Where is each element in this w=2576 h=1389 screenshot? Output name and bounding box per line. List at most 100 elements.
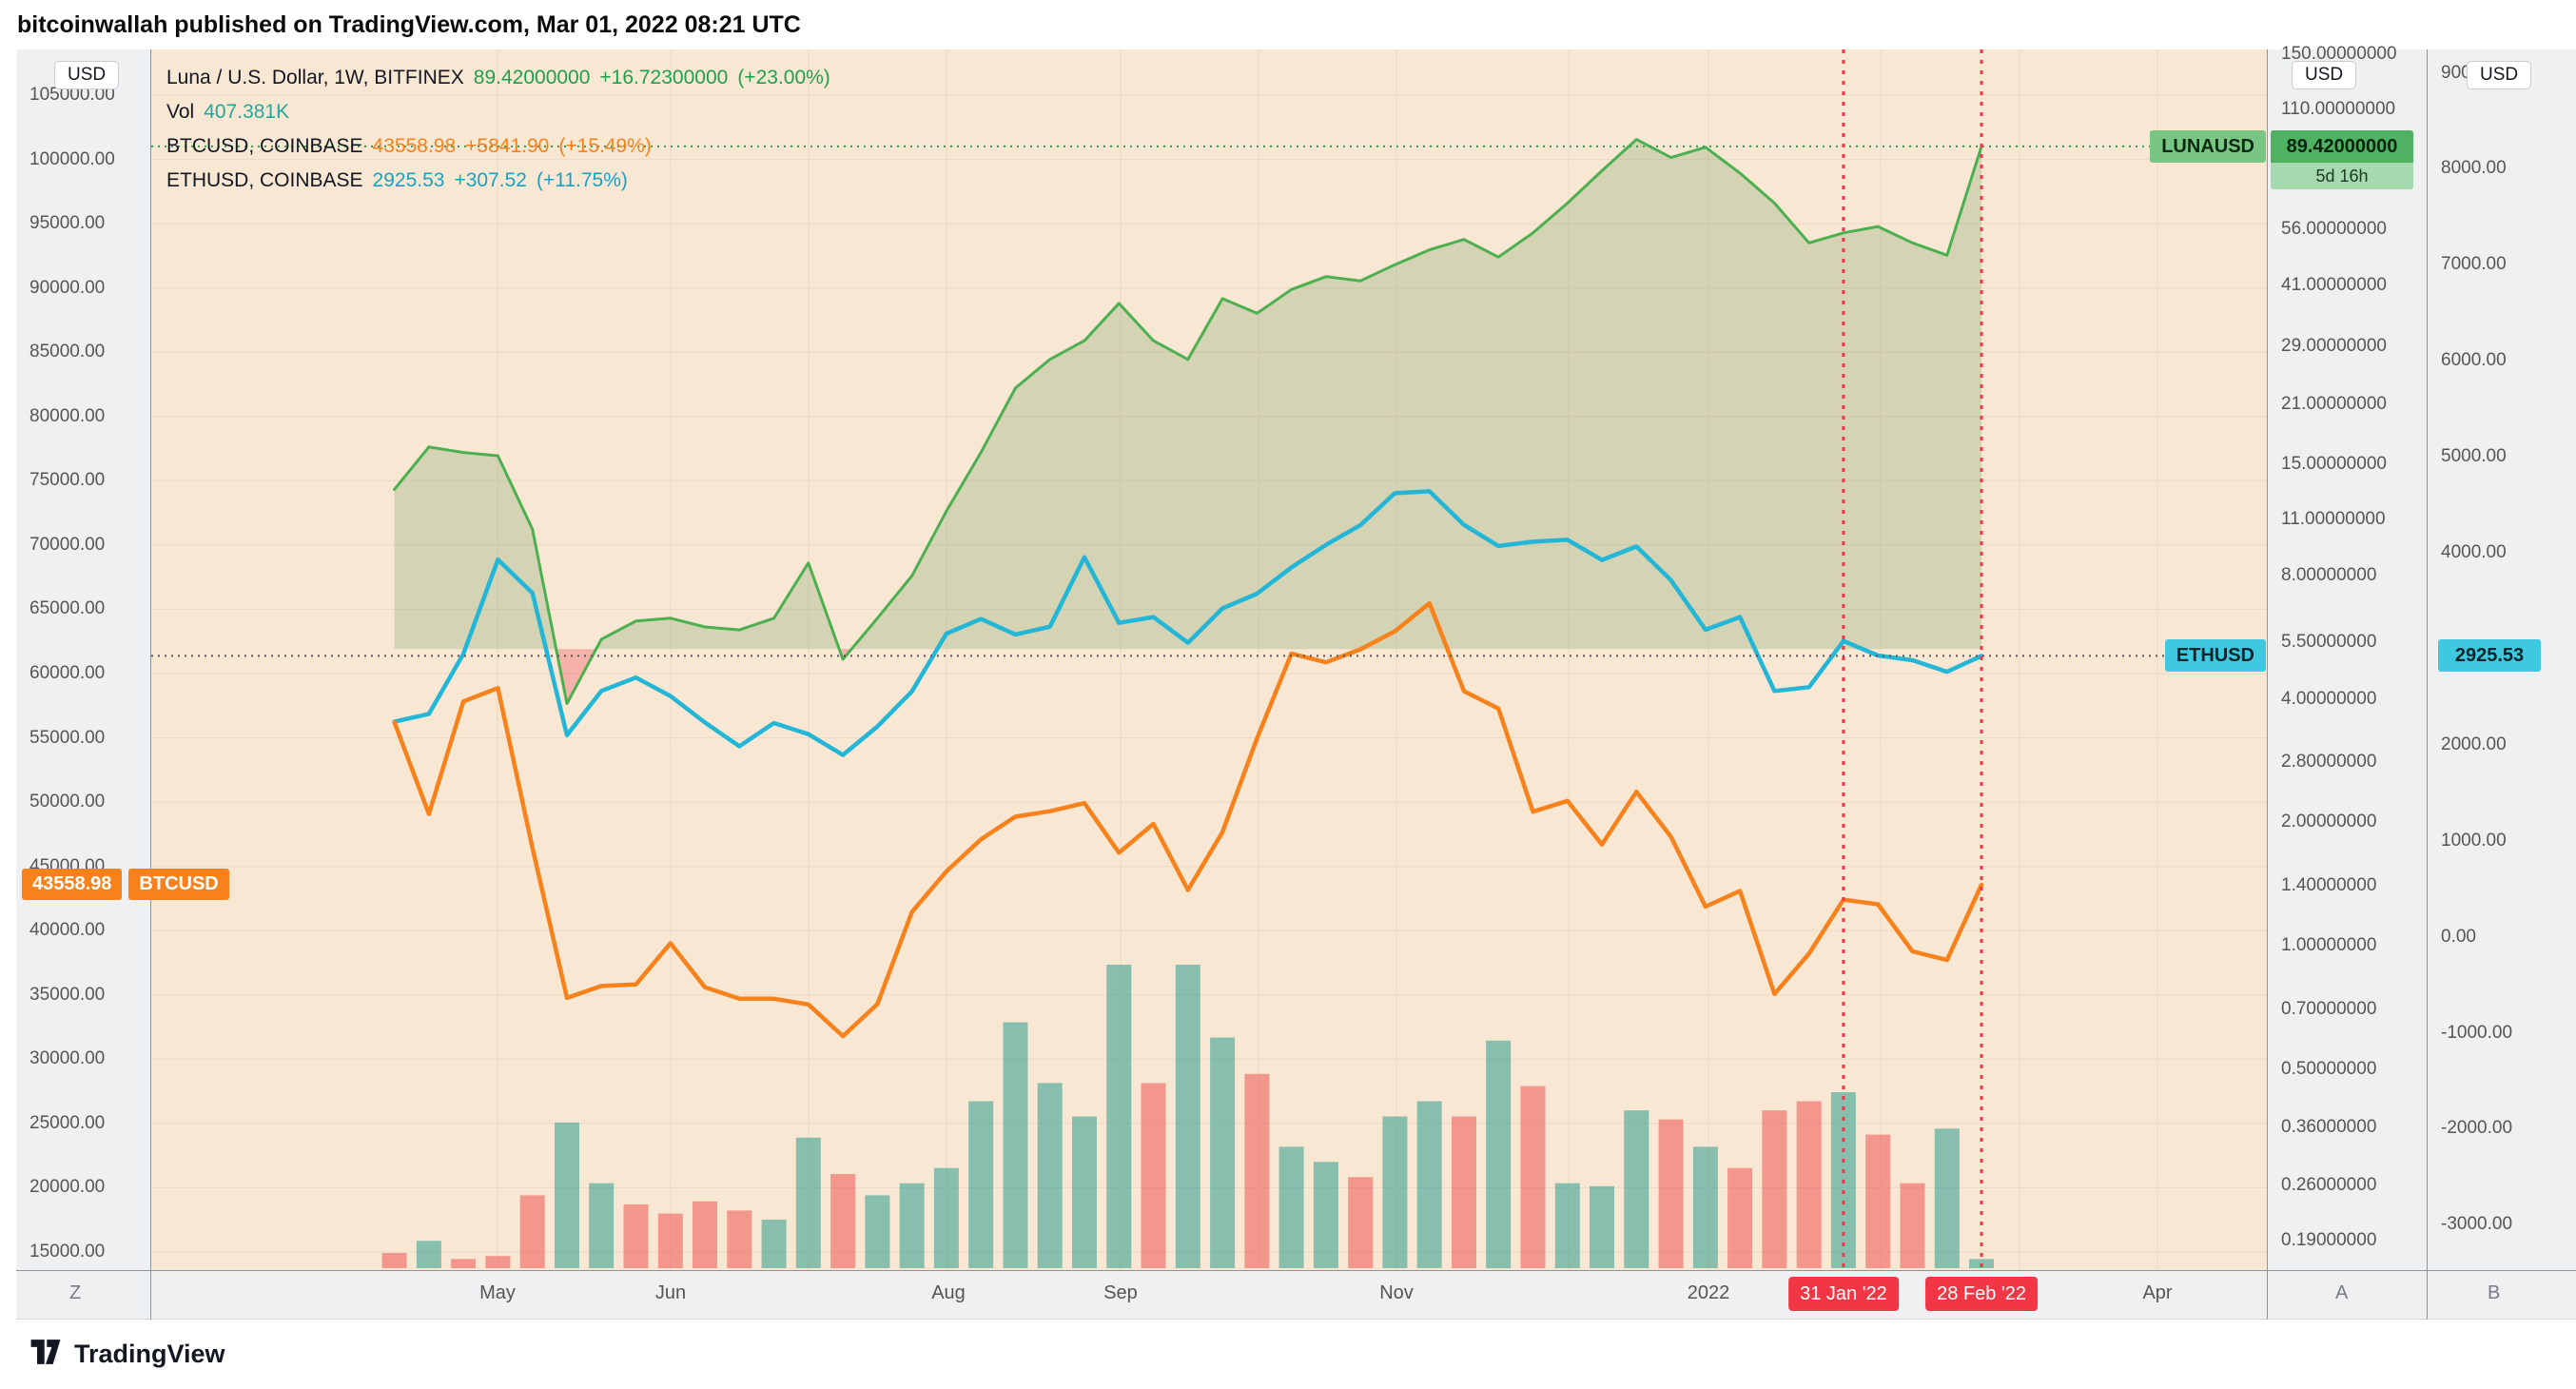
legend-btc-change: +5841.90 — [465, 135, 550, 157]
axis-tick-luna: 2.80000000 — [2281, 752, 2377, 773]
axis-tick-luna: 1.40000000 — [2281, 875, 2377, 896]
luna-symbol-badge: LUNAUSD — [2150, 130, 2266, 163]
scale-a-button[interactable]: A — [2335, 1282, 2349, 1303]
marked-date-badge: 28 Feb '22 — [1925, 1277, 2038, 1311]
axis-tick-luna: 56.00000000 — [2281, 219, 2387, 240]
legend-eth-price: 2925.53 — [372, 169, 445, 191]
axis-tick-left: 30000.00 — [29, 1048, 106, 1069]
axis-tick-eth: 7000.00 — [2441, 254, 2507, 275]
axis-tick-left: 95000.00 — [29, 213, 106, 234]
axis-tick-left: 100000.00 — [29, 148, 115, 169]
eth-axis-currency-chip[interactable]: USD — [2467, 61, 2532, 89]
legend-volume-row[interactable]: Vol 407.381K — [166, 95, 830, 129]
time-axis[interactable] — [16, 1270, 2576, 1320]
chart-container: Luna / U.S. Dollar, 1W, BITFINEX 89.4200… — [16, 44, 2576, 1320]
axis-tick-luna: 1.00000000 — [2281, 934, 2377, 955]
luna-axis-currency-chip[interactable]: USD — [2292, 61, 2357, 89]
btc-price-value: 43558.98 — [22, 869, 123, 900]
axis-separator — [2427, 49, 2428, 1320]
time-label: Sep — [1103, 1282, 1138, 1303]
axis-tick-luna: 0.26000000 — [2281, 1174, 2377, 1195]
axis-tick-luna: 5.50000000 — [2281, 632, 2377, 653]
time-label: 2022 — [1687, 1282, 1730, 1303]
luna-price-value: 89.42000000 — [2271, 130, 2413, 163]
time-label: Nov — [1379, 1282, 1414, 1303]
axis-tick-luna: 0.70000000 — [2281, 998, 2377, 1019]
legend-btc-row[interactable]: BTCUSD, COINBASE 43558.98 +5841.90 (+15.… — [166, 129, 830, 164]
axis-tick-luna: 8.00000000 — [2281, 565, 2377, 586]
axis-tick-eth: 4000.00 — [2441, 542, 2507, 562]
axis-tick-luna: 15.00000000 — [2281, 453, 2387, 474]
btc-price-badge: 43558.98 BTCUSD — [22, 869, 229, 900]
publish-title: bitcoinwallah published on TradingView.c… — [17, 10, 801, 38]
axis-tick-luna: 2.00000000 — [2281, 812, 2377, 832]
time-label: Aug — [931, 1282, 966, 1303]
axis-tick-luna: 0.50000000 — [2281, 1058, 2377, 1079]
legend-eth-change-pct: (+11.75%) — [536, 169, 628, 191]
axis-tick-left: 60000.00 — [29, 663, 106, 683]
legend-main-symbol[interactable]: Luna / U.S. Dollar, 1W, BITFINEX — [166, 67, 464, 88]
eth-symbol-badge: ETHUSD — [2164, 639, 2266, 672]
plot-area[interactable]: Luna / U.S. Dollar, 1W, BITFINEX 89.4200… — [151, 49, 2268, 1270]
tradingview-logo-icon — [29, 1337, 63, 1372]
legend-btc-price: 43558.98 — [372, 135, 457, 157]
legend-eth-change: +307.52 — [454, 169, 527, 191]
axis-tick-left: 15000.00 — [29, 1242, 106, 1262]
time-label: Jun — [654, 1282, 687, 1303]
eth-price-badge: 2925.53 — [2438, 639, 2541, 672]
axis-tick-luna: 41.00000000 — [2281, 274, 2387, 295]
axis-tick-left: 70000.00 — [29, 534, 106, 555]
axis-tick-left: 85000.00 — [29, 342, 106, 362]
axis-tick-left: 25000.00 — [29, 1112, 106, 1133]
axis-tick-left: 105000.00 — [29, 85, 115, 105]
publish-header: bitcoinwallah published on TradingView.c… — [0, 0, 2576, 49]
axis-tick-luna: 29.00000000 — [2281, 336, 2387, 357]
luna-countdown: 5d 16h — [2271, 163, 2413, 189]
axis-tick-eth: 5000.00 — [2441, 446, 2507, 467]
axis-tick-left: 90000.00 — [29, 277, 106, 298]
legend-btc-change-pct: (+15.49%) — [558, 135, 652, 157]
axis-tick-left: 35000.00 — [29, 984, 106, 1005]
axis-tick-eth: -1000.00 — [2441, 1022, 2513, 1043]
legend-eth-symbol[interactable]: ETHUSD, COINBASE — [166, 169, 363, 191]
axis-tick-left: 65000.00 — [29, 598, 106, 619]
footer: TradingView — [0, 1320, 2576, 1388]
time-label: May — [479, 1282, 516, 1303]
axis-tick-luna: 150.00000000 — [2281, 44, 2397, 65]
timezone-button[interactable]: Z — [69, 1282, 82, 1303]
axis-separator — [150, 49, 151, 1320]
axis-tick-eth: -3000.00 — [2441, 1214, 2513, 1235]
time-label: Apr — [2142, 1282, 2173, 1303]
left-axis-currency-chip[interactable]: USD — [54, 61, 120, 89]
legend-btc-symbol[interactable]: BTCUSD, COINBASE — [166, 135, 363, 157]
legend-main-price: 89.42000000 — [473, 67, 591, 88]
price-chart — [151, 49, 2268, 1270]
axis-tick-left: 20000.00 — [29, 1177, 106, 1198]
legend-main-change: +16.72300000 — [599, 67, 729, 88]
axis-tick-eth: 2000.00 — [2441, 734, 2507, 754]
right-price-axis-luna[interactable] — [2268, 49, 2428, 1270]
axis-tick-luna: 21.00000000 — [2281, 393, 2387, 414]
axis-tick-left: 80000.00 — [29, 405, 106, 426]
left-price-axis[interactable] — [16, 49, 151, 1270]
legend-main-change-pct: (+23.00%) — [737, 67, 830, 88]
axis-tick-eth: 8000.00 — [2441, 158, 2507, 179]
axis-tick-luna: 11.00000000 — [2281, 508, 2386, 529]
axis-tick-luna: 0.36000000 — [2281, 1116, 2377, 1137]
btc-symbol-chip: BTCUSD — [128, 869, 229, 900]
luna-price-badge: 89.42000000 5d 16h — [2271, 130, 2413, 189]
axis-tick-left: 40000.00 — [29, 920, 106, 941]
legend-main-row[interactable]: Luna / U.S. Dollar, 1W, BITFINEX 89.4200… — [166, 61, 830, 95]
axis-tick-eth: 6000.00 — [2441, 350, 2507, 371]
legend-eth-row[interactable]: ETHUSD, COINBASE 2925.53 +307.52 (+11.75… — [166, 164, 830, 198]
axis-tick-eth: 1000.00 — [2441, 830, 2507, 851]
axis-tick-luna: 4.00000000 — [2281, 688, 2377, 709]
axis-tick-luna: 0.19000000 — [2281, 1230, 2377, 1251]
scale-b-button[interactable]: B — [2488, 1282, 2501, 1303]
legend-volume-label: Vol — [166, 101, 195, 123]
legend-volume-value: 407.381K — [204, 101, 290, 123]
axis-tick-left: 50000.00 — [29, 792, 106, 812]
chart-legend: Luna / U.S. Dollar, 1W, BITFINEX 89.4200… — [166, 61, 830, 198]
axis-tick-eth: -2000.00 — [2441, 1118, 2513, 1139]
axis-tick-left: 75000.00 — [29, 470, 106, 491]
